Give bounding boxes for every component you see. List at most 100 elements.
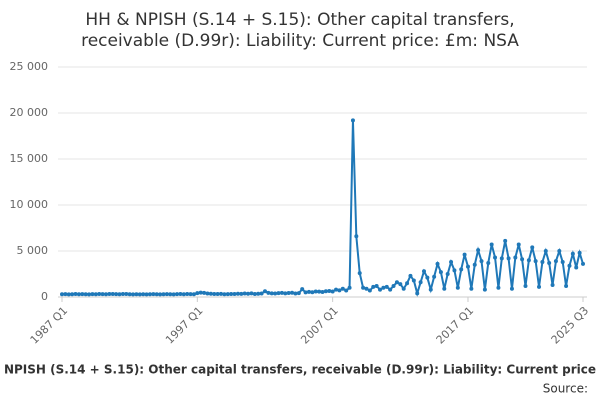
data-point [134, 292, 139, 297]
data-point [232, 292, 237, 297]
data-point [340, 286, 345, 291]
data-point [452, 268, 457, 273]
y-tick-label: 15 000 [10, 152, 49, 165]
data-point [506, 256, 511, 261]
data-point [357, 271, 362, 276]
data-point [249, 291, 254, 296]
data-point [479, 259, 484, 264]
chart-title: receivable (D.99r): Liability: Current p… [81, 31, 519, 51]
data-point [235, 291, 240, 296]
data-point [364, 286, 369, 291]
data-point [273, 291, 278, 296]
data-point [428, 287, 433, 292]
data-point [560, 260, 565, 265]
data-point [553, 259, 558, 264]
data-point [124, 291, 129, 296]
data-point [398, 282, 403, 287]
data-point [93, 292, 98, 297]
data-point [103, 292, 108, 297]
data-point [347, 285, 352, 290]
data-point [303, 290, 308, 295]
data-point [418, 280, 423, 285]
data-point [337, 288, 342, 293]
data-point [459, 267, 464, 272]
data-point [371, 284, 376, 289]
data-point [310, 290, 315, 295]
data-point [408, 273, 413, 278]
data-point [564, 283, 569, 288]
data-point [574, 265, 579, 270]
data-point [496, 285, 501, 290]
data-point [188, 292, 193, 297]
data-point [503, 238, 508, 243]
data-point [171, 292, 176, 297]
data-point [154, 292, 159, 297]
data-point [350, 118, 355, 123]
data-point [438, 270, 443, 275]
x-tick-label: 1987 Q1 [28, 304, 71, 347]
data-point [567, 263, 572, 268]
data-point [242, 291, 247, 296]
data-point [110, 292, 115, 297]
data-point [540, 260, 545, 265]
data-point [405, 281, 410, 286]
x-tick-label: 2017 Q1 [434, 304, 477, 347]
data-point [144, 292, 149, 297]
data-point [432, 274, 437, 279]
data-point [472, 262, 477, 267]
data-point [276, 291, 281, 296]
data-point [486, 260, 491, 265]
data-point [225, 292, 230, 297]
y-tick-label: 5 000 [17, 244, 49, 257]
data-point [259, 291, 264, 296]
y-tick-label: 0 [41, 290, 48, 303]
data-point [107, 291, 112, 296]
data-point [320, 290, 325, 295]
data-point [354, 234, 359, 239]
data-point [476, 248, 481, 253]
data-point [577, 250, 582, 255]
data-point [425, 275, 430, 280]
x-axis-label: NPISH (S.14 + S.15): Other capital trans… [4, 363, 596, 377]
data-point [131, 292, 136, 297]
data-point [523, 283, 528, 288]
data-point [442, 286, 447, 291]
data-point [516, 242, 521, 247]
data-point [147, 292, 152, 297]
data-point [367, 288, 372, 293]
data-point [252, 291, 257, 296]
data-point [317, 289, 322, 294]
data-point [175, 292, 180, 297]
data-point [513, 255, 518, 260]
data-point [87, 292, 92, 297]
data-point [185, 291, 190, 296]
data-point [83, 292, 88, 297]
data-point [158, 292, 163, 297]
data-point [462, 252, 467, 257]
data-point [570, 251, 575, 256]
data-point [557, 249, 562, 253]
data-point [137, 292, 142, 297]
x-tick-label: 2007 Q1 [298, 304, 341, 347]
y-tick-label: 10 000 [10, 198, 49, 211]
data-point [222, 292, 227, 297]
data-point [313, 289, 318, 294]
data-point [262, 289, 267, 294]
chart-title: HH & NPISH (S.14 + S.15): Other capital … [85, 10, 514, 30]
data-point [344, 288, 349, 293]
data-point [114, 292, 119, 297]
y-tick-label: 20 000 [10, 106, 49, 119]
data-point [581, 261, 585, 266]
data-point [445, 272, 450, 276]
data-point [97, 292, 102, 297]
data-point [411, 278, 416, 283]
data-point [493, 255, 498, 260]
data-point [550, 283, 555, 288]
data-point [391, 283, 396, 288]
data-point [330, 289, 335, 294]
data-point [117, 292, 122, 297]
data-point [482, 287, 487, 292]
data-point [90, 292, 95, 297]
data-point [127, 292, 132, 297]
